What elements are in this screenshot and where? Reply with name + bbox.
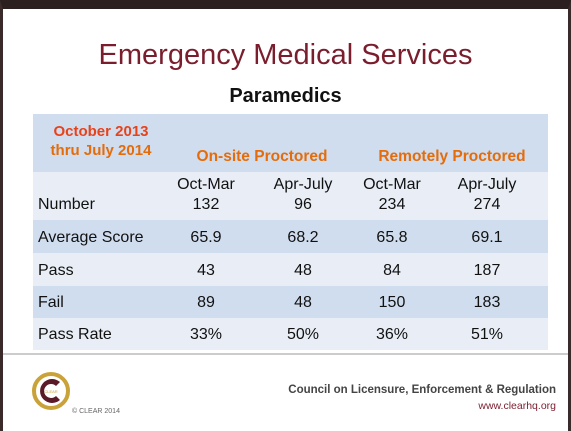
organization: Council on Licensure, Enforcement & Regu… bbox=[288, 384, 556, 396]
cell: 89 bbox=[197, 294, 215, 311]
row-label: Pass bbox=[38, 262, 74, 279]
cell: 183 bbox=[474, 294, 501, 311]
cell: 65.9 bbox=[190, 229, 221, 246]
cell: 51% bbox=[471, 326, 503, 343]
group-header: On-site Proctored bbox=[197, 148, 328, 165]
cell: 48 bbox=[294, 262, 312, 279]
period-label: thru July 2014 bbox=[51, 142, 153, 159]
cell: 234 bbox=[379, 196, 406, 213]
cell: 150 bbox=[379, 294, 406, 311]
cell: 84 bbox=[383, 262, 401, 279]
subheader: Apr-July bbox=[274, 176, 333, 193]
logo-text: CLEAR bbox=[44, 389, 57, 394]
row-label: Pass Rate bbox=[38, 326, 112, 343]
subheader: Apr-July bbox=[458, 176, 517, 193]
subheader: Oct-Mar bbox=[177, 176, 235, 193]
cell: 33% bbox=[190, 326, 222, 343]
cell: 187 bbox=[474, 262, 501, 279]
cell: 69.1 bbox=[471, 229, 502, 246]
table-row bbox=[33, 253, 548, 286]
cell: 43 bbox=[197, 262, 215, 279]
group-header: Remotely Proctored bbox=[378, 148, 525, 165]
cell: 274 bbox=[474, 196, 501, 213]
copyright: © CLEAR 2014 bbox=[72, 407, 120, 415]
slide-subtitle: Paramedics bbox=[229, 85, 342, 107]
header-row bbox=[33, 114, 548, 172]
slide-title: Emergency Medical Services bbox=[98, 39, 473, 71]
subheader: Oct-Mar bbox=[363, 176, 421, 193]
cell: 48 bbox=[294, 294, 312, 311]
cell: 36% bbox=[376, 326, 408, 343]
row-label: Average Score bbox=[38, 229, 144, 246]
table-row bbox=[33, 172, 548, 220]
cell: 65.8 bbox=[376, 229, 407, 246]
url: www.clearhq.org bbox=[477, 400, 556, 412]
cell: 50% bbox=[287, 326, 319, 343]
table-row bbox=[33, 286, 548, 318]
row-label: Number bbox=[38, 196, 96, 213]
table-row bbox=[33, 318, 548, 350]
period-label: October 2013 bbox=[53, 123, 148, 140]
cell: 96 bbox=[294, 196, 312, 213]
logo-c bbox=[40, 379, 60, 404]
table-row bbox=[33, 220, 548, 253]
cell: 132 bbox=[193, 196, 220, 213]
cell: 68.2 bbox=[287, 229, 318, 246]
row-label: Fail bbox=[38, 294, 64, 311]
